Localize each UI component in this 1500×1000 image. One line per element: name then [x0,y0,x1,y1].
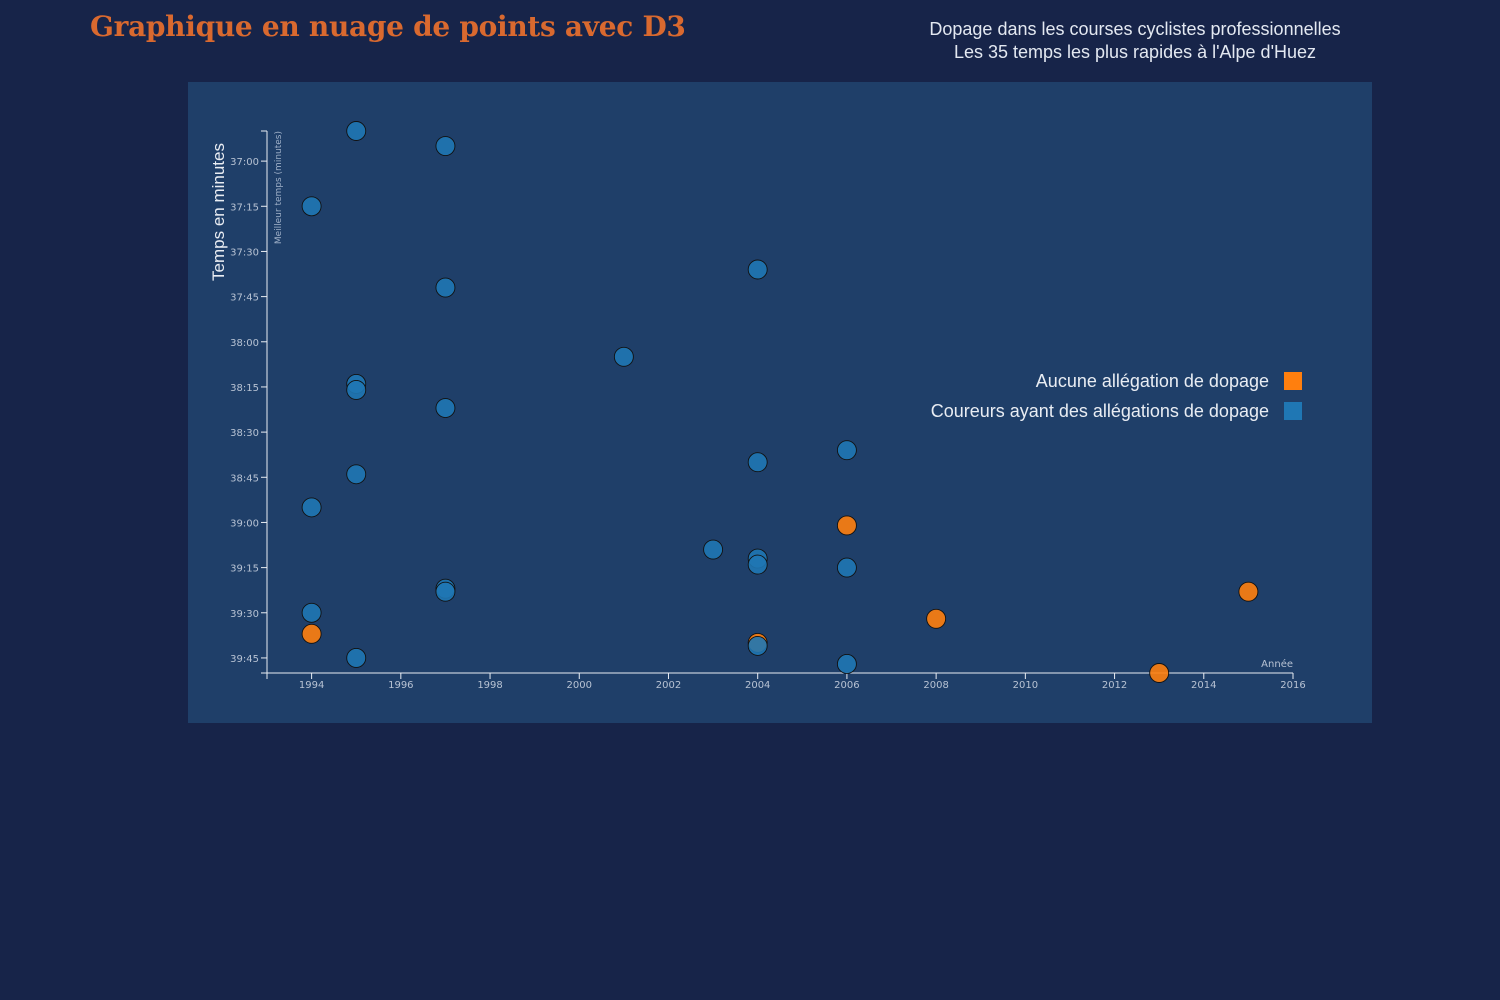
y-axis-ticks: 37:00 37:15 37:30 37:45 38:00 38:15 38:30 38:45… [230,130,267,674]
data-point-no-doping[interactable] [1149,663,1170,683]
subtitle-line-2: Les 35 temps les plus rapides à l'Alpe d… [953,42,1317,62]
page-title: Graphique en nuage de points avec D3 [90,10,686,43]
x-tick-label: 2006 [834,680,859,691]
y-tick-label: 39:30 [230,609,259,620]
x-tick-label: 1996 [388,680,413,691]
y-tick-label: 38:45 [230,473,259,484]
x-tick-label: 2012 [1102,680,1127,691]
y-tick-label: 37:00 [230,157,259,168]
x-tick-label: 2014 [1191,680,1216,691]
x-axis: 1994 1996 1998 2000 2002 2004 2006 2008 2010 2012… [266,658,1306,691]
y-axis-label: Meilleur temps (minutes) [274,131,284,244]
chart-panel: 1994 1996 1998 2000 2002 2004 2006 2008 2010 2012… [188,82,1372,723]
subtitle-line-1: Dopage dans les courses cyclistes profes… [929,19,1341,39]
legend-label: Coureurs ayant des allégations de dopage [931,401,1269,421]
data-point-doping[interactable] [346,647,367,668]
x-axis-label: Année [1261,658,1293,670]
data-points [301,121,1259,683]
y-tick-label: 37:45 [230,293,259,304]
x-tick-label: 1998 [477,680,502,691]
x-tick-label: 2010 [1013,680,1038,691]
y-tick-label: 37:15 [230,202,259,213]
data-point-no-doping[interactable] [301,623,322,644]
data-point-doping[interactable] [435,136,456,157]
data-point-doping[interactable] [301,497,322,518]
data-point-no-doping[interactable] [1238,581,1259,602]
data-point-doping[interactable] [747,259,768,280]
legend-swatch [1284,372,1302,390]
data-point-doping[interactable] [301,196,322,217]
y-tick-label: 39:15 [230,564,259,575]
legend-swatch [1284,402,1302,420]
x-tick-label: 2004 [745,680,770,691]
y-tick-label: 39:00 [230,518,259,529]
x-tick-label: 1994 [299,680,324,691]
data-point-doping[interactable] [836,557,857,578]
y-tick-label: 38:00 [230,338,259,349]
data-point-doping[interactable] [836,654,857,674]
y-tick-label: 39:45 [230,654,259,665]
data-point-no-doping[interactable] [836,515,857,536]
data-point-doping[interactable] [346,121,367,141]
chart-subtitle: Dopage dans les courses cyclistes profes… [880,18,1390,64]
data-point-doping[interactable] [435,277,456,298]
x-tick-label: 2008 [923,680,948,691]
data-point-doping[interactable] [613,346,634,367]
data-point-doping[interactable] [435,398,456,418]
legend: Aucune allégation de dopage Coureurs ayan… [931,371,1302,421]
x-tick-label: 2016 [1280,680,1305,691]
x-tick-label: 2000 [567,680,592,691]
data-point-doping[interactable] [301,602,322,623]
data-point-doping[interactable] [435,581,456,602]
data-point-doping[interactable] [836,440,857,461]
scatter-chart: 1994 1996 1998 2000 2002 2004 2006 2008 2010 2012… [209,121,1306,691]
legend-label: Aucune allégation de dopage [1036,371,1269,391]
x-tick-label: 2002 [656,680,681,691]
data-point-no-doping[interactable] [926,608,947,629]
data-point-doping[interactable] [703,539,724,560]
data-point-doping[interactable] [346,464,367,485]
x-axis-ticks: 1994 1996 1998 2000 2002 2004 2006 2008 2010 2012… [266,673,1306,691]
data-point-doping[interactable] [747,635,768,656]
y-axis: 37:00 37:15 37:30 37:45 38:00 38:15 38:30 38:45… [209,130,284,674]
y-tick-label: 37:30 [230,247,259,258]
y-tick-label: 38:30 [230,428,259,439]
data-point-doping[interactable] [747,452,768,473]
data-point-doping[interactable] [747,554,768,575]
y-tick-label: 38:15 [230,383,259,394]
data-point-doping[interactable] [346,380,367,400]
y-axis-title: Temps en minutes [209,143,228,281]
